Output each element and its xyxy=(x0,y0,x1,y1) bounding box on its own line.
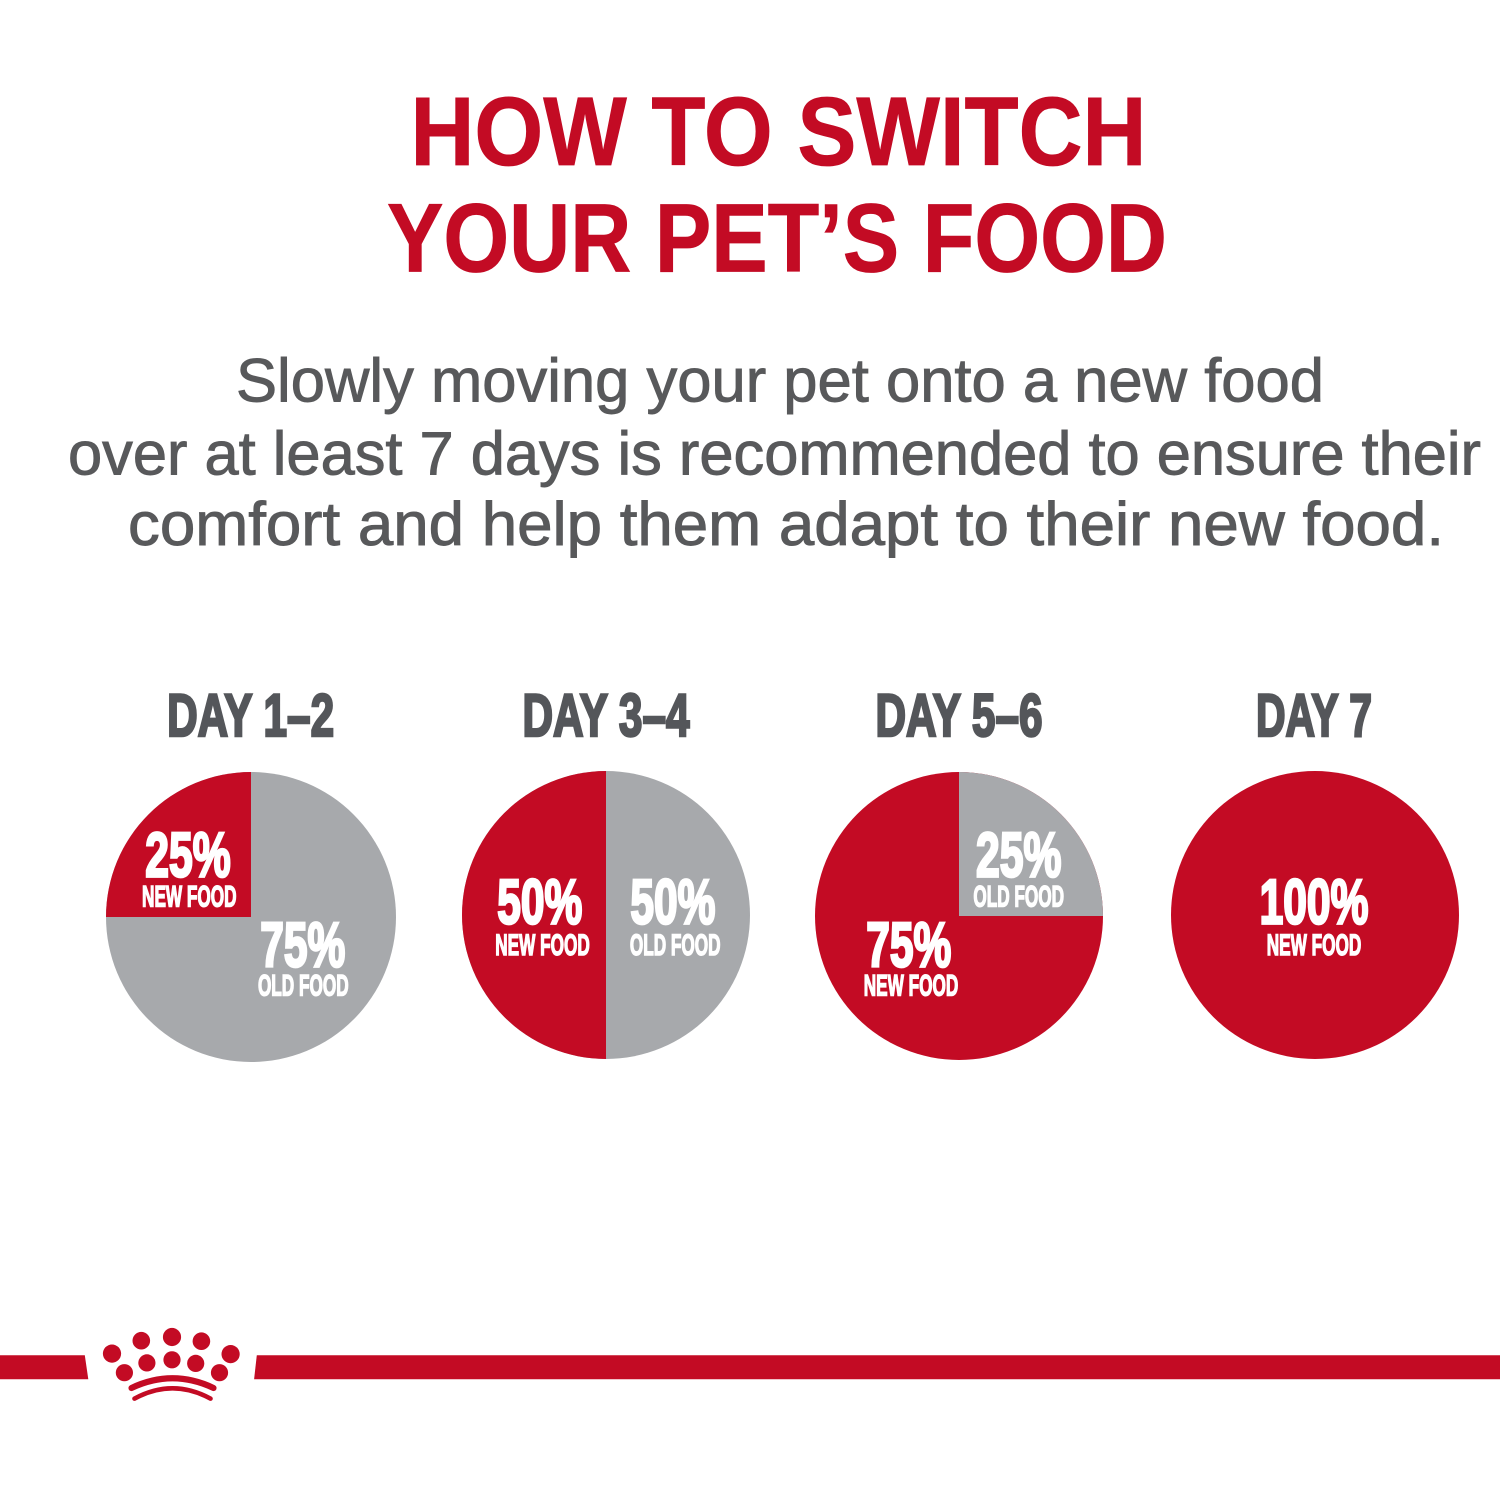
svg-text:75%: 75% xyxy=(866,911,951,981)
svg-text:25%: 25% xyxy=(976,821,1061,891)
svg-text:NEW FOOD: NEW FOOD xyxy=(864,969,959,1002)
svg-text:Slowly moving your pet onto a: Slowly moving your pet onto a new food xyxy=(236,347,1324,415)
svg-text:NEW FOOD: NEW FOOD xyxy=(142,880,237,913)
svg-text:DAY 5–6: DAY 5–6 xyxy=(876,682,1043,749)
svg-text:OLD FOOD: OLD FOOD xyxy=(258,969,349,1002)
svg-text:comfort and help them adapt to: comfort and help them adapt to their new… xyxy=(128,490,1444,558)
svg-text:DAY 7: DAY 7 xyxy=(1256,682,1372,749)
svg-text:over at least 7 days is recomm: over at least 7 days is recommended to e… xyxy=(68,420,1481,488)
svg-text:DAY 3–4: DAY 3–4 xyxy=(523,682,690,749)
svg-text:50%: 50% xyxy=(497,868,582,938)
svg-text:OLD FOOD: OLD FOOD xyxy=(973,880,1064,913)
svg-text:HOW TO SWITCH: HOW TO SWITCH xyxy=(411,77,1147,186)
svg-text:100%: 100% xyxy=(1260,868,1369,938)
svg-text:25%: 25% xyxy=(145,821,230,891)
svg-text:DAY 1–2: DAY 1–2 xyxy=(167,682,334,749)
svg-text:50%: 50% xyxy=(630,868,715,938)
svg-text:YOUR PET’S FOOD: YOUR PET’S FOOD xyxy=(387,184,1167,293)
svg-text:OLD FOOD: OLD FOOD xyxy=(630,929,721,962)
svg-text:NEW FOOD: NEW FOOD xyxy=(1267,929,1362,962)
svg-text:NEW FOOD: NEW FOOD xyxy=(495,929,590,962)
svg-text:75%: 75% xyxy=(260,911,345,981)
